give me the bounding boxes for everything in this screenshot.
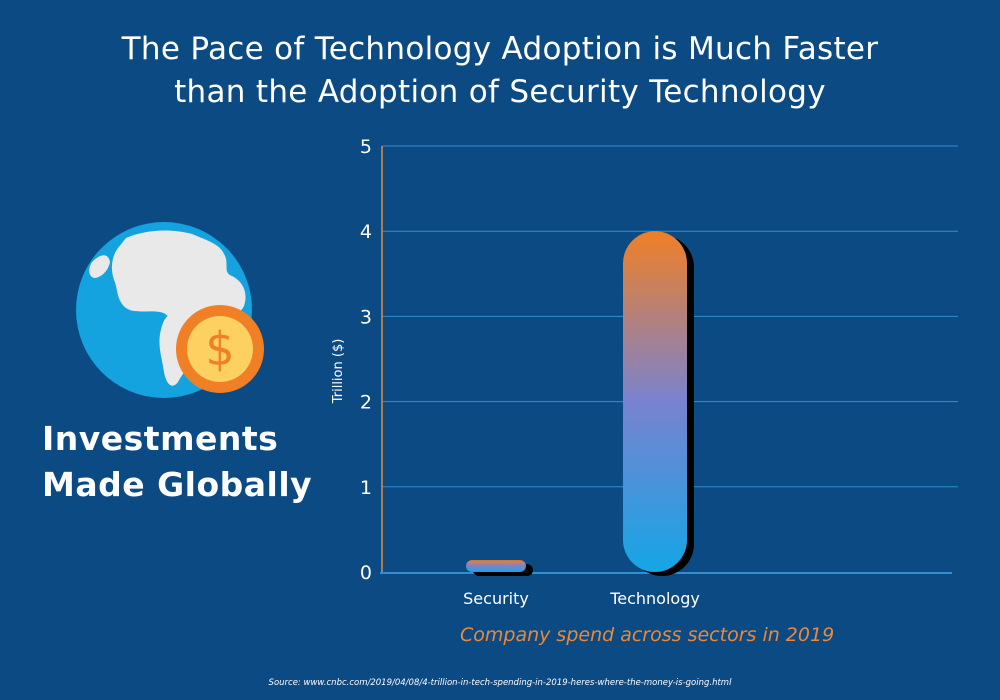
chart-title-line-1: The Pace of Technology Adoption is Much …: [121, 31, 879, 67]
y-tick-label-0: 0: [360, 562, 372, 584]
chart-caption: Company spend across sectors in 2019: [460, 624, 835, 646]
bar-technology: [623, 231, 687, 572]
y-tick-label-2: 2: [360, 392, 372, 414]
x-tick-label-technology: Technology: [609, 589, 700, 608]
x-tick-label-security: Security: [463, 589, 529, 608]
chart-title-line-2: than the Adoption of Security Technology: [174, 74, 826, 110]
y-tick-label-5: 5: [360, 136, 372, 158]
y-tick-label-1: 1: [360, 477, 372, 499]
chart-title: The Pace of Technology Adoption is Much …: [0, 28, 1000, 114]
side-label-line-2: Made Globally: [42, 465, 313, 504]
y-axis-title: Trillion ($): [331, 339, 346, 405]
globe-icon: $: [74, 222, 274, 422]
y-tick-label-3: 3: [360, 306, 372, 328]
bar-security: [466, 560, 526, 572]
y-tick-label-4: 4: [360, 221, 372, 243]
dollar-sign: $: [205, 322, 234, 376]
source-citation: Source: www.cnbc.com/2019/04/08/4-trilli…: [268, 678, 732, 688]
side-label: Investments Made Globally: [42, 416, 342, 508]
dollar-coin-icon: $: [176, 305, 264, 393]
side-label-line-1: Investments: [42, 419, 279, 458]
